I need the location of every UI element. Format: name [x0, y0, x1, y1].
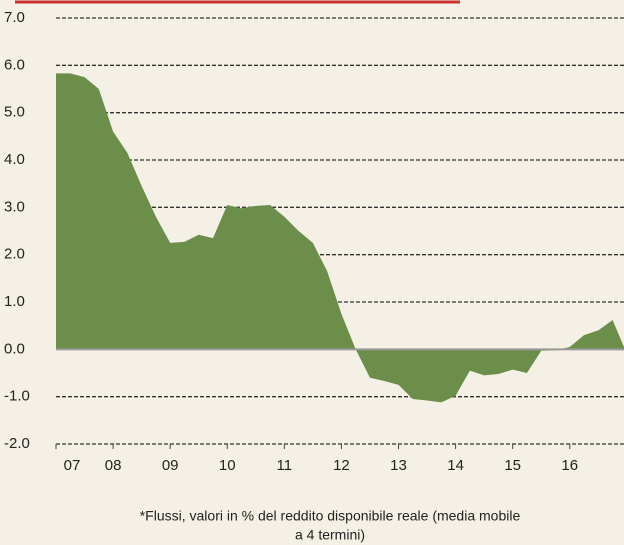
footnote: *Flussi, valori in % del reddito disponi… [140, 508, 521, 524]
y-tick-label: 7.0 [4, 9, 25, 26]
x-tick-label: 15 [504, 457, 521, 474]
x-tick-label: 07 [64, 457, 81, 474]
y-tick-label: -2.0 [4, 435, 30, 452]
x-tick-label: 09 [162, 457, 179, 474]
y-tick-label: -1.0 [4, 388, 30, 405]
x-tick-label: 11 [277, 457, 293, 474]
footnote: a 4 termini) [295, 527, 365, 543]
x-tick-label: 12 [333, 457, 350, 474]
y-tick-label: 0.0 [4, 340, 25, 357]
x-tick-label: 13 [390, 457, 407, 474]
y-tick-label: 3.0 [4, 198, 25, 215]
y-tick-label: 4.0 [4, 151, 25, 168]
y-tick-label: 1.0 [4, 293, 25, 310]
x-tick-label: 14 [447, 457, 464, 474]
x-tick-label: 16 [561, 457, 578, 474]
y-tick-label: 5.0 [4, 104, 25, 121]
x-tick-label: 08 [105, 457, 122, 474]
y-tick-label: 2.0 [4, 246, 25, 263]
area [56, 73, 624, 403]
y-tick-label: 6.0 [4, 56, 25, 73]
x-tick-label: 10 [219, 457, 236, 474]
